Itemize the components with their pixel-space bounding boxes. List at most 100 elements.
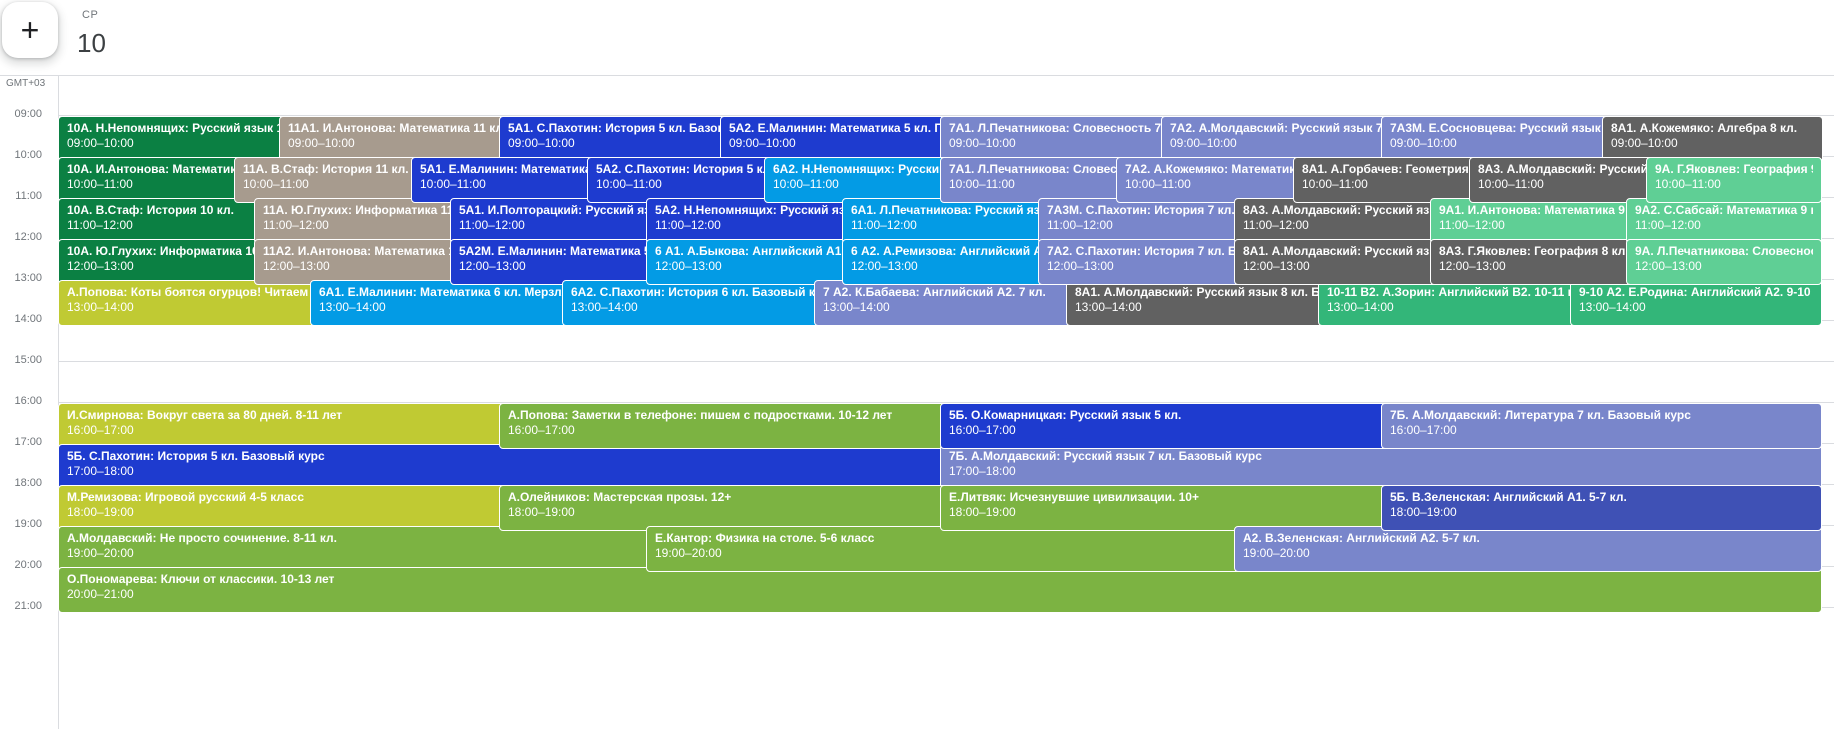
event-time: 09:00–10:00	[1390, 136, 1457, 150]
event-time: 13:00–14:00	[1327, 300, 1394, 314]
create-event-button[interactable]: +	[2, 2, 58, 58]
calendar-event[interactable]: 9А2. С.Сабсай: Математика 9 кл. 11:00–12:…	[1626, 198, 1822, 244]
event-title: 9А2. С.Сабсай: Математика 9 кл.	[1635, 203, 1813, 217]
event-time: 12:00–13:00	[655, 259, 722, 273]
calendar-event[interactable]: 7Б. А.Молдавский: Русский язык 7 кл. Баз…	[940, 444, 1822, 490]
calendar-event[interactable]: О.Пономарева: Ключи от классики. 10-13 л…	[58, 567, 1822, 613]
hour-label: 19:00	[14, 518, 42, 530]
event-title: 10А. Ю.Глухих: Информатика 10 кл.	[67, 244, 280, 258]
event-title: 5А2. Е.Малинин: Математика 5 кл. Профиль	[729, 121, 991, 135]
day-name: СР	[82, 9, 99, 21]
event-title: 11А1. И.Антонова: Математика 11 кл.	[288, 121, 507, 135]
event-time: 13:00–14:00	[823, 300, 890, 314]
header-divider	[0, 75, 1834, 76]
event-title: Е.Литвяк: Исчезнувшие цивилизации. 10+	[949, 490, 1199, 504]
event-title: 8А3. Г.Яковлев: География 8 кл.	[1439, 244, 1629, 258]
event-time: 20:00–21:00	[67, 587, 134, 601]
hour-label: 18:00	[14, 477, 42, 489]
event-time: 16:00–17:00	[1390, 423, 1457, 437]
event-time: 16:00–17:00	[67, 423, 134, 437]
event-time: 10:00–11:00	[596, 177, 662, 191]
event-time: 12:00–13:00	[67, 259, 134, 273]
event-time: 09:00–10:00	[288, 136, 355, 150]
event-time: 10:00–11:00	[1302, 177, 1368, 191]
event-title: 11А. В.Стаф: История 11 кл.	[243, 162, 409, 176]
event-time: 13:00–14:00	[571, 300, 638, 314]
event-time: 09:00–10:00	[508, 136, 575, 150]
event-title: 7 А2. К.Бабаева: Английский А2. 7 кл.	[823, 285, 1046, 299]
event-time: 17:00–18:00	[67, 464, 134, 478]
event-title: 5А2. Н.Непомнящих: Русский язык 5 кл.	[655, 203, 888, 217]
event-title: А.Попова: Заметки в телефоне: пишем с по…	[508, 408, 893, 422]
event-time: 09:00–10:00	[1611, 136, 1678, 150]
event-time: 10:00–11:00	[243, 177, 309, 191]
event-title: О.Пономарева: Ключи от классики. 10-13 л…	[67, 572, 335, 586]
event-time: 10:00–11:00	[1125, 177, 1191, 191]
event-time: 12:00–13:00	[263, 259, 330, 273]
event-time: 19:00–20:00	[67, 546, 134, 560]
hour-label: 09:00	[14, 108, 42, 120]
event-time: 13:00–14:00	[319, 300, 386, 314]
hour-label: 20:00	[14, 559, 42, 571]
event-title: 7А3М. Е.Сосновцева: Русский язык 7 кл.	[1390, 121, 1632, 135]
calendar-event[interactable]: А2. В.Зеленская: Английский А2. 5-7 кл. 1…	[1234, 526, 1822, 572]
event-title: 7Б. А.Молдавский: Литература 7 кл. Базов…	[1390, 408, 1691, 422]
event-title: 6А1. Л.Печатникова: Русский язык 6 кл.	[851, 203, 1084, 217]
hour-label: 15:00	[14, 354, 42, 366]
event-time: 11:00–12:00	[1243, 218, 1309, 232]
calendar-event[interactable]: 9А. Г.Яковлев: География 9 кл.10:00–11:0…	[1646, 157, 1822, 203]
event-title: А2. В.Зеленская: Английский А2. 5-7 кл.	[1243, 531, 1480, 545]
event-time: 12:00–13:00	[459, 259, 526, 273]
event-title: 6А2. Н.Непомнящих: Русский язык 6 кл.	[773, 162, 981, 176]
event-title: М.Ремизова: Игровой русский 4-5 класс	[67, 490, 305, 504]
event-title: 10А. В.Стаф: История 10 кл.	[67, 203, 234, 217]
calendar-event[interactable]: 9А. Л.Печатникова: Словесность 9 кл.12:0…	[1626, 239, 1822, 285]
event-title: 9А1. И.Антонова: Математика 9 кл.	[1439, 203, 1646, 217]
event-title: 5Б. О.Комарницкая: Русский язык 5 кл.	[949, 408, 1182, 422]
hour-label: 21:00	[14, 600, 42, 612]
event-time: 11:00–12:00	[655, 218, 721, 232]
event-time: 12:00–13:00	[851, 259, 918, 273]
event-time: 19:00–20:00	[1243, 546, 1310, 560]
event-time: 11:00–12:00	[1635, 218, 1701, 232]
event-title: 7А3М. С.Пахотин: История 7 кл. Базовый к…	[1047, 203, 1280, 217]
event-title: 5А2М. Е.Малинин: Математика 5 кл.	[459, 244, 672, 258]
event-title: И.Смирнова: Вокруг света за 80 дней. 8-1…	[67, 408, 343, 422]
plus-icon: +	[20, 12, 40, 48]
calendar-event[interactable]: 8А1. А.Кожемяко: Алгебра 8 кл. 09:00–10:0…	[1602, 116, 1823, 162]
hour-label: 11:00	[15, 190, 42, 202]
event-time: 13:00–14:00	[67, 300, 134, 314]
event-title: 6 А1. А.Быкова: Английский А1. 6 кл.	[655, 244, 876, 258]
event-time: 19:00–20:00	[655, 546, 722, 560]
event-time: 10:00–11:00	[67, 177, 133, 191]
event-title: 7А2. С.Пахотин: История 7 кл. Базовый ку…	[1047, 244, 1280, 258]
event-title: 8А1. А.Молдавский: Русский язык 8 кл. Ба…	[1075, 285, 1380, 299]
hour-label: 17:00	[14, 436, 42, 448]
event-time: 11:00–12:00	[1047, 218, 1113, 232]
calendar-event[interactable]: 6А2. С.Пахотин: История 6 кл. Базовый ку…	[562, 280, 885, 326]
event-title: 7Б. А.Молдавский: Русский язык 7 кл. Баз…	[949, 449, 1262, 463]
calendar-event[interactable]: 7Б. А.Молдавский: Литература 7 кл. Базов…	[1381, 403, 1822, 449]
event-title: 7А1. Л.Печатникова: Словесность 7 кл.	[949, 162, 1157, 176]
event-time: 10:00–11:00	[1478, 177, 1544, 191]
hour-label: 13:00	[14, 272, 42, 284]
event-title: Е.Кантор: Физика на столе. 5-6 класс	[655, 531, 875, 545]
event-time: 10:00–11:00	[1655, 177, 1721, 191]
calendar-event[interactable]: 9-10 А2. Е.Родина: Английский А2. 9-10 к…	[1570, 280, 1822, 326]
event-title: 8А1. А.Кожемяко: Алгебра 8 кл.	[1611, 121, 1798, 135]
event-title: 8А3. А.Молдавский: Русский язык 8 кл.	[1478, 162, 1686, 176]
event-time: 18:00–19:00	[949, 505, 1016, 519]
calendar-event[interactable]: 5Б. В.Зеленская: Английский А1. 5-7 кл. 1…	[1381, 485, 1822, 531]
event-time: 09:00–10:00	[1170, 136, 1237, 150]
event-title: А.Попова: Коты боятся огурцов! Читаем и …	[67, 285, 363, 299]
event-time: 11:00–12:00	[1439, 218, 1505, 232]
event-title: 8А1. А.Горбачев: Геометрия 8 кл.	[1302, 162, 1500, 176]
event-time: 11:00–12:00	[67, 218, 133, 232]
event-time: 16:00–17:00	[508, 423, 575, 437]
event-title: 5А1. И.Полторацкий: Русский язык 5 кл.	[459, 203, 692, 217]
event-title: 5Б. С.Пахотин: История 5 кл. Базовый кур…	[67, 449, 325, 463]
event-title: 7А2. А.Кожемяко: Математика 7 кл.	[1125, 162, 1333, 176]
event-time: 13:00–14:00	[1075, 300, 1142, 314]
day-number[interactable]: 10	[77, 28, 106, 58]
event-title: 5А1. Е.Малинин: Математика 5 кл.	[420, 162, 623, 176]
